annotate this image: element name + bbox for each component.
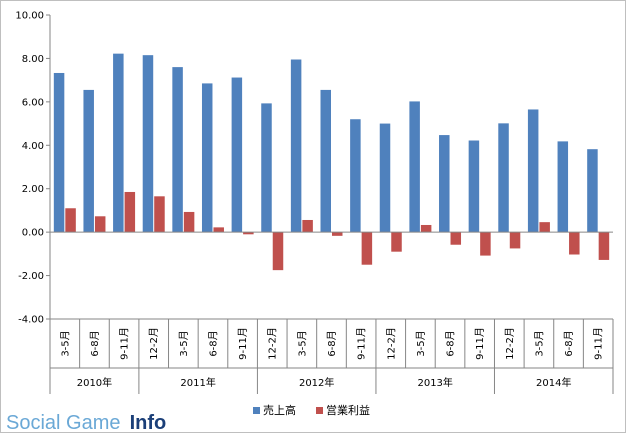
x-tick-label: 12-2月 [148, 327, 160, 360]
bar-sales [409, 101, 420, 233]
year-group-label: 2010年 [77, 376, 112, 389]
bar-operating-profit [598, 232, 610, 260]
bar-sales [261, 103, 272, 233]
x-tick-label: 9-11月 [119, 327, 131, 360]
bar-sales [142, 55, 154, 233]
watermark-info: Info [130, 412, 167, 433]
bar-sales [201, 83, 213, 233]
legend-label-sales: 売上高 [263, 403, 296, 417]
watermark-social-game: Social Game [6, 412, 121, 433]
x-tick-label: 6-8月 [563, 330, 575, 356]
bar-operating-profit [243, 232, 254, 235]
bar-sales [53, 72, 65, 233]
bar-operating-profit [65, 208, 76, 233]
bar-operating-profit [420, 224, 432, 233]
bar-operating-profit [272, 232, 284, 271]
bar-operating-profit [539, 222, 550, 233]
x-tick-label: 6-8月 [89, 330, 101, 356]
y-tick-label: 2.00 [22, 184, 44, 195]
x-tick-label: 3-5月 [59, 330, 71, 356]
y-tick-label: 0.00 [22, 228, 44, 239]
bar-sales [468, 140, 480, 233]
y-tick-label: 6.00 [22, 97, 44, 108]
y-tick-label: 8.00 [22, 54, 44, 65]
x-tick-label: 6-8月 [207, 330, 219, 356]
bar-operating-profit [569, 232, 580, 255]
bar-sales [498, 123, 509, 233]
bar-sales [83, 89, 94, 233]
bar-sales [172, 67, 183, 233]
bar-operating-profit [332, 232, 343, 236]
x-tick-label: 3-5月 [415, 330, 427, 356]
x-tick-label: 12-2月 [504, 327, 516, 360]
y-tick-label: 4.00 [22, 141, 44, 152]
bar-operating-profit [154, 196, 165, 233]
legend-swatch-sales [253, 407, 260, 414]
y-tick-label: -2.00 [18, 271, 44, 282]
bar-operating-profit [480, 232, 491, 256]
bar-sales [113, 53, 124, 233]
x-tick-label: 9-11月 [356, 327, 368, 360]
x-tick-label: 9-11月 [474, 327, 486, 360]
year-group-label: 2012年 [299, 376, 334, 389]
x-tick-label: 3-5月 [533, 330, 545, 356]
bar-operating-profit [391, 232, 402, 252]
year-group-label: 2014年 [536, 376, 571, 389]
bar-operating-profit [450, 232, 462, 245]
x-tick-label: 6-8月 [445, 330, 457, 356]
bar-sales [290, 59, 302, 233]
bar-sales [557, 141, 569, 233]
bar-sales [379, 123, 391, 233]
legend-label-operating-profit: 営業利益 [326, 403, 370, 417]
watermark-logo: Social Game Info [6, 412, 166, 433]
bar-sales [439, 135, 450, 233]
bar-operating-profit [302, 219, 313, 233]
bar-operating-profit [124, 191, 136, 233]
bar-operating-profit [509, 232, 521, 249]
bar-sales [587, 149, 598, 233]
x-tick-label: 6-8月 [326, 330, 338, 356]
y-tick-label: -4.00 [18, 315, 44, 326]
bar-sales [350, 119, 361, 233]
x-tick-label: 12-2月 [385, 327, 397, 360]
bar-sales [527, 109, 539, 233]
bar-sales [320, 89, 331, 233]
x-tick-label: 3-5月 [178, 330, 190, 356]
y-tick-label: 10.00 [15, 11, 44, 22]
bar-operating-profit [183, 211, 195, 233]
year-group-label: 2011年 [180, 376, 215, 389]
x-tick-label: 12-2月 [267, 327, 279, 360]
legend-swatch-operating-profit [316, 407, 323, 414]
bar-operating-profit [213, 227, 224, 233]
bar-sales [231, 77, 243, 233]
legend: 売上高 営業利益 [253, 403, 370, 417]
x-tick-label: 9-11月 [593, 327, 605, 360]
svg-text:Social Game Info: Social Game Info [6, 412, 166, 433]
year-group-label: 2013年 [417, 376, 452, 389]
bar-operating-profit [94, 216, 106, 233]
bar-operating-profit [361, 232, 373, 265]
x-tick-label: 3-5月 [296, 330, 308, 356]
x-tick-label: 9-11月 [237, 327, 249, 360]
